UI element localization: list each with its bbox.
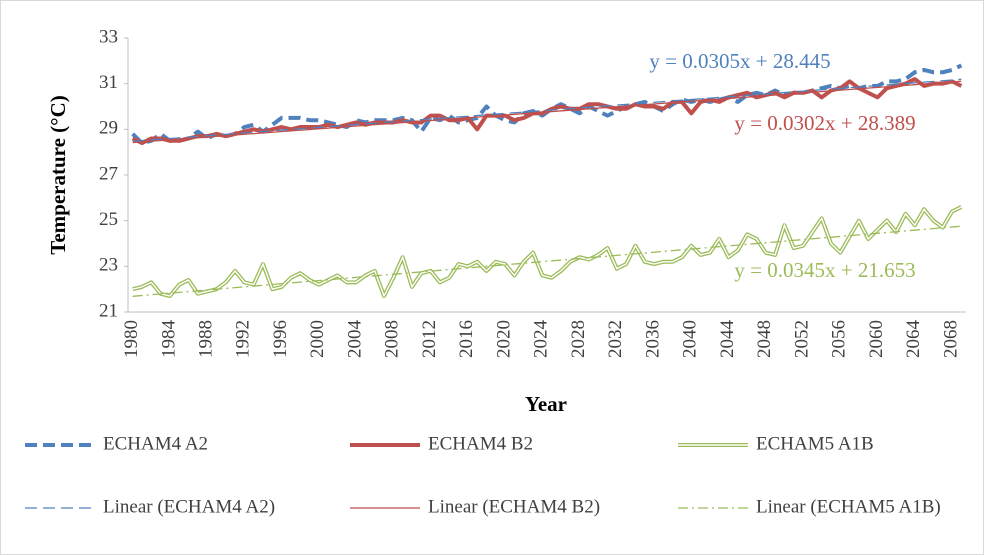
x-tick-label: 2000 [307, 320, 328, 358]
trend-line [132, 78, 962, 142]
x-tick-label: 2004 [344, 320, 365, 359]
x-tick-label: 2056 [829, 320, 850, 358]
legend-label: ECHAM4 A2 [103, 433, 208, 454]
y-axis-label: Temperature (°C) [46, 95, 70, 254]
x-tick-label: 2068 [940, 320, 961, 358]
series-line-inner [132, 206, 962, 298]
trend-equation: y = 0.0305x + 28.445 [649, 49, 830, 73]
trend-line [132, 80, 962, 144]
x-tick-label: 2060 [866, 320, 887, 358]
x-tick-label: 2052 [791, 320, 812, 358]
y-tick-label: 31 [99, 72, 118, 93]
x-tick-label: 2012 [419, 320, 440, 358]
x-tick-label: 1992 [233, 320, 254, 358]
y-tick-label: 27 [99, 163, 118, 184]
legend-label: ECHAM4 B2 [428, 433, 533, 454]
x-tick-label: 1996 [270, 320, 291, 358]
x-tick-label: 2064 [903, 320, 924, 359]
x-tick-label: 2040 [680, 320, 701, 358]
y-tick-label: 29 [99, 118, 118, 139]
legend-label: Linear (ECHAM5 A1B) [756, 496, 941, 517]
y-tick-label: 33 [99, 26, 118, 47]
legend-label: Linear (ECHAM4 B2) [428, 496, 600, 517]
x-tick-label: 1980 [121, 320, 142, 358]
trend-equation: y = 0.0302x + 28.389 [734, 111, 915, 135]
x-tick-label: 2020 [493, 320, 514, 358]
x-tick-label: 2016 [456, 320, 477, 358]
y-tick-label: 25 [99, 209, 118, 230]
x-tick-label: 2036 [642, 320, 663, 358]
x-tick-label: 1988 [196, 320, 217, 358]
x-tick-label: 2032 [605, 320, 626, 358]
legend-label: ECHAM5 A1B [756, 433, 874, 454]
legend-label: Linear (ECHAM4 A2) [103, 496, 275, 517]
x-tick-label: 2028 [568, 320, 589, 358]
x-tick-label: 2008 [382, 320, 403, 358]
x-tick-label: 2048 [754, 320, 775, 358]
trend-equation: y = 0.0345x + 21.653 [734, 258, 915, 282]
trend-line [132, 225, 962, 297]
y-tick-label: 23 [99, 255, 118, 276]
x-axis-label: Year [525, 392, 567, 416]
y-tick-label: 21 [99, 300, 118, 321]
x-tick-label: 2044 [717, 320, 738, 359]
x-tick-label: 1984 [158, 320, 179, 359]
series-line [131, 77, 963, 146]
x-tick-label: 2024 [531, 320, 552, 359]
